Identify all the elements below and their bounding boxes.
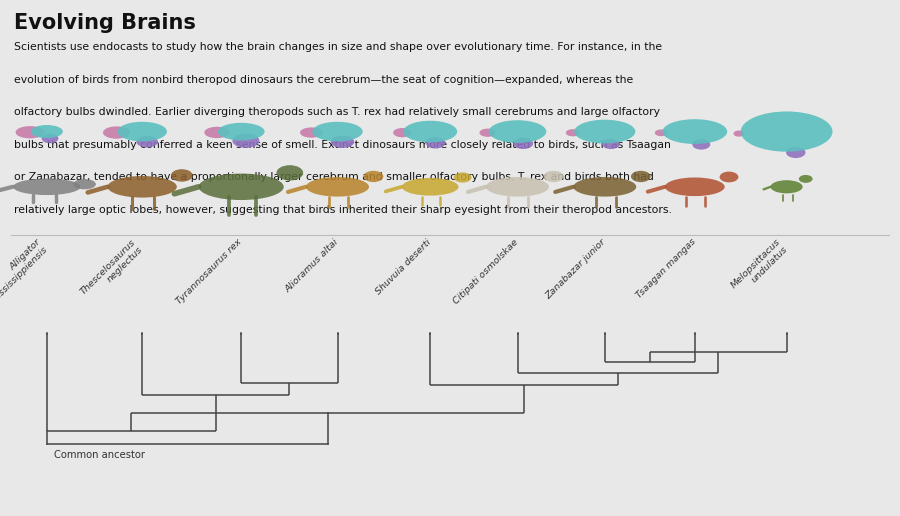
Text: Alligator
mississippiensis: Alligator mississippiensis <box>0 237 50 305</box>
Ellipse shape <box>799 175 813 183</box>
Ellipse shape <box>204 127 230 138</box>
Ellipse shape <box>513 138 533 149</box>
Ellipse shape <box>734 131 744 137</box>
Ellipse shape <box>15 126 45 138</box>
Ellipse shape <box>300 127 322 138</box>
Ellipse shape <box>665 178 725 196</box>
Text: Thescelosaurus
neglectus: Thescelosaurus neglectus <box>79 237 145 303</box>
Text: or Zanabazar, tended to have a proportionally larger cerebrum and smaller olfact: or Zanabazar, tended to have a proportio… <box>14 172 654 182</box>
Text: relatively large optic lobes, however, suggesting that birds inherited their sha: relatively large optic lobes, however, s… <box>14 205 672 215</box>
Text: Evolving Brains: Evolving Brains <box>14 13 196 33</box>
Ellipse shape <box>137 136 158 148</box>
Ellipse shape <box>232 134 259 148</box>
Ellipse shape <box>117 122 167 141</box>
Text: Tyrannosaurus rex: Tyrannosaurus rex <box>176 237 244 306</box>
Text: Melopsittacus
undulatus: Melopsittacus undulatus <box>729 237 789 298</box>
Ellipse shape <box>331 136 355 148</box>
Ellipse shape <box>41 134 58 143</box>
Ellipse shape <box>31 125 63 138</box>
Ellipse shape <box>770 180 803 194</box>
Ellipse shape <box>393 128 411 137</box>
Ellipse shape <box>276 165 303 181</box>
Ellipse shape <box>103 126 130 139</box>
Ellipse shape <box>489 120 546 143</box>
Text: Zanabazar junior: Zanabazar junior <box>544 237 608 301</box>
Ellipse shape <box>199 173 284 200</box>
Ellipse shape <box>566 129 580 136</box>
Ellipse shape <box>218 123 265 140</box>
Text: bulbs that presumably conferred a keen sense of smell. Extinct dinosaurs more cl: bulbs that presumably conferred a keen s… <box>14 140 671 150</box>
Ellipse shape <box>364 171 383 182</box>
Ellipse shape <box>544 171 563 182</box>
Ellipse shape <box>312 122 363 141</box>
Ellipse shape <box>574 120 635 143</box>
Ellipse shape <box>692 139 710 150</box>
Ellipse shape <box>403 121 457 142</box>
Text: evolution of birds from nonbird theropod dinosaurs the cerebrum—the seat of cogn: evolution of birds from nonbird theropod… <box>14 75 634 85</box>
Ellipse shape <box>602 139 620 149</box>
Ellipse shape <box>401 178 459 196</box>
Ellipse shape <box>107 176 176 198</box>
Text: Alioramus altai: Alioramus altai <box>284 237 340 294</box>
Ellipse shape <box>662 119 727 144</box>
Ellipse shape <box>73 179 95 189</box>
Ellipse shape <box>306 177 369 197</box>
Ellipse shape <box>741 111 832 152</box>
Ellipse shape <box>655 130 668 136</box>
Text: Citipati osmolskae: Citipati osmolskae <box>452 237 520 306</box>
Ellipse shape <box>13 179 81 195</box>
Ellipse shape <box>480 128 496 137</box>
Ellipse shape <box>426 137 446 149</box>
Ellipse shape <box>171 169 193 182</box>
Ellipse shape <box>786 147 806 158</box>
Text: Tsaagan mangas: Tsaagan mangas <box>634 237 698 300</box>
Ellipse shape <box>573 177 636 197</box>
Text: Shuvuia deserti: Shuvuia deserti <box>374 237 433 296</box>
Text: olfactory bulbs dwindled. Earlier diverging theropods such as T. rex had relativ: olfactory bulbs dwindled. Earlier diverg… <box>14 107 661 117</box>
Ellipse shape <box>486 177 549 197</box>
Text: Common ancestor: Common ancestor <box>54 450 145 460</box>
Ellipse shape <box>454 172 472 183</box>
Ellipse shape <box>720 172 738 182</box>
Text: Scientists use endocasts to study how the brain changes in size and shape over e: Scientists use endocasts to study how th… <box>14 42 662 52</box>
Ellipse shape <box>631 171 651 182</box>
